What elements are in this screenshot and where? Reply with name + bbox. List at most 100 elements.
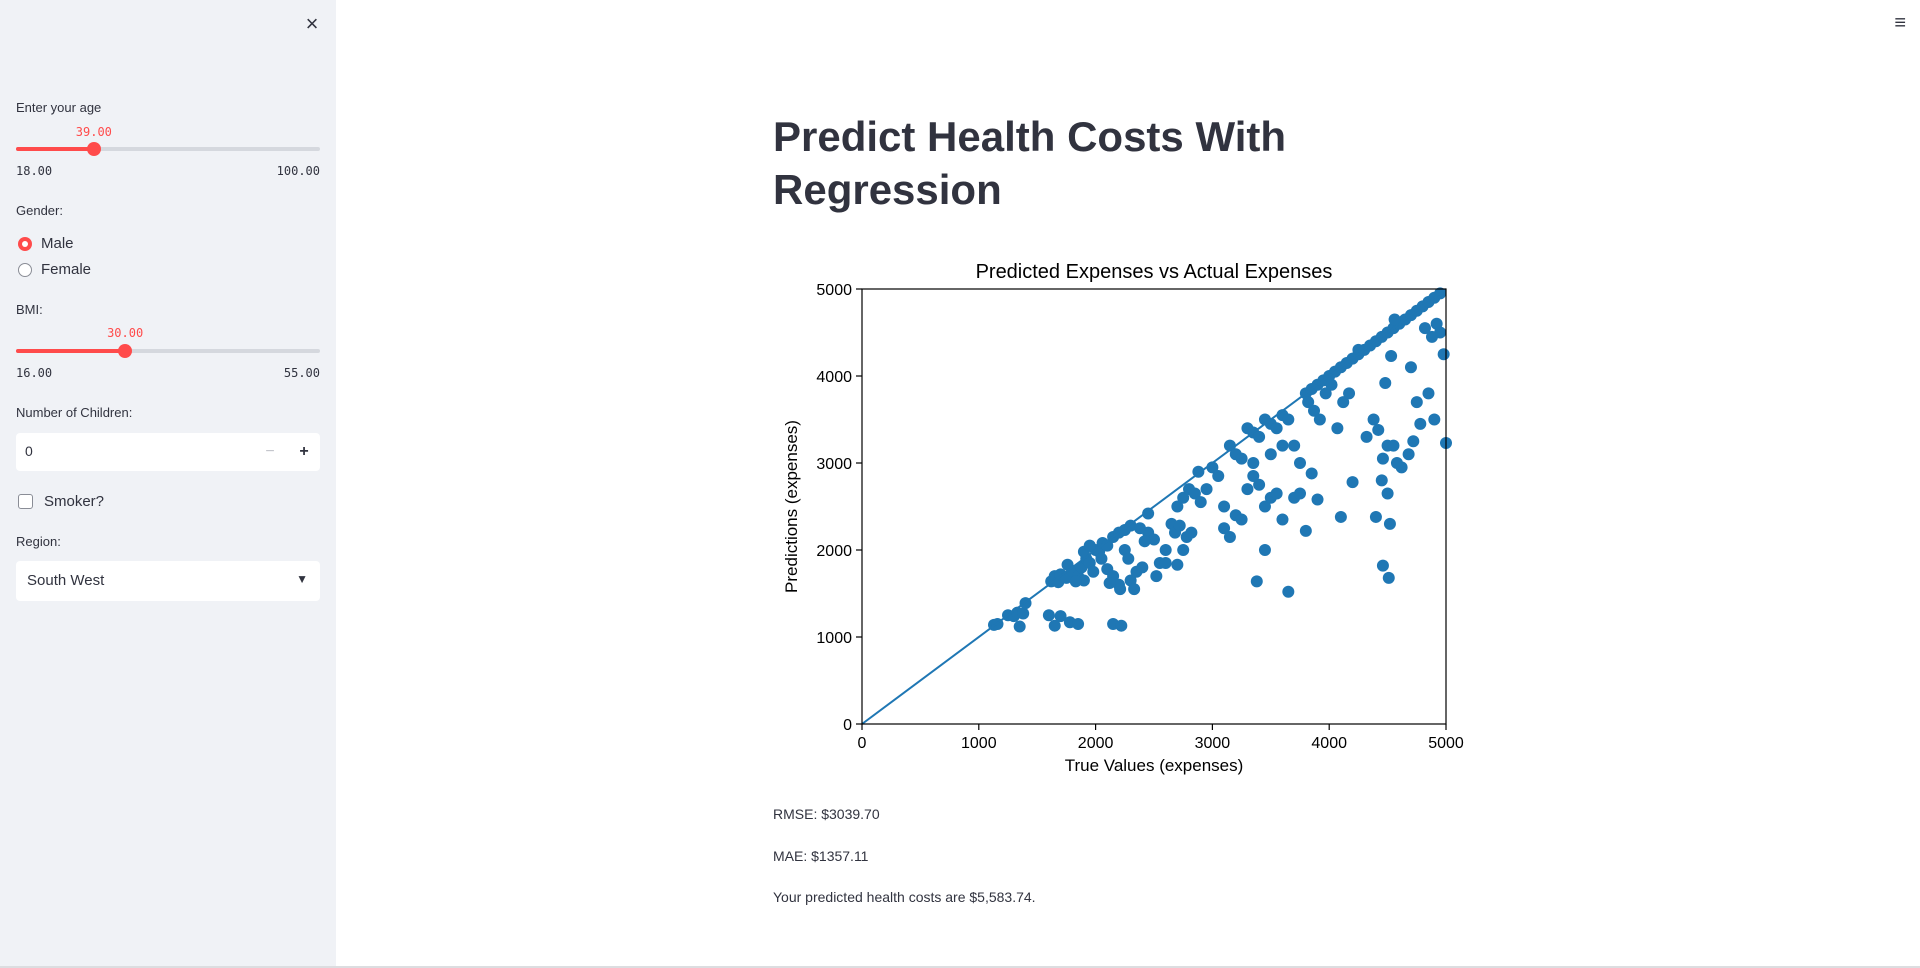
- scatter-point: [1095, 552, 1108, 565]
- scatter-point: [1334, 510, 1347, 523]
- scatter-point: [1276, 439, 1289, 452]
- scatter-point: [1069, 575, 1082, 588]
- scatter-point: [1282, 585, 1295, 598]
- bottom-divider: [0, 966, 1920, 968]
- scatter-point: [1302, 396, 1315, 409]
- x-tick-label: 0: [858, 735, 867, 752]
- scatter-point: [1385, 349, 1398, 362]
- scatter-chart: Predicted Expenses vs Actual Expenses 0 10…: [782, 261, 1464, 775]
- scatter-point: [1133, 522, 1146, 535]
- scatter-point: [1425, 330, 1438, 343]
- scatter-point: [1128, 583, 1141, 596]
- y-tick-label: 0: [843, 717, 852, 734]
- scatter-point: [1159, 557, 1172, 570]
- scatter-point: [1247, 457, 1260, 469]
- scatter-point: [1103, 577, 1116, 590]
- scatter-point: [1212, 470, 1225, 483]
- scatter-point: [1258, 500, 1271, 513]
- scatter-point: [1319, 387, 1332, 400]
- bmi-slider-max: 55.00: [283, 366, 320, 380]
- region-select[interactable]: South West ▼: [16, 561, 320, 601]
- page-title: Predict Health Costs With Regression: [773, 113, 1287, 213]
- children-number-input[interactable]: 0 − +: [16, 433, 320, 471]
- scatter-point: [1194, 496, 1207, 509]
- scatter-point: [1042, 609, 1055, 622]
- scatter-point: [1235, 452, 1248, 465]
- scatter-point: [1383, 517, 1396, 530]
- gender-option-male[interactable]: Male: [18, 235, 74, 252]
- gender-option-label: Male: [41, 235, 74, 252]
- y-tick-label: 2000: [816, 543, 852, 560]
- scatter-point: [1404, 361, 1417, 374]
- radio-checked-icon[interactable]: [18, 236, 32, 251]
- scatter-point: [1379, 376, 1392, 389]
- scatter-point: [1270, 422, 1283, 435]
- region-selected-value: South West: [27, 572, 105, 589]
- y-tick-label: 4000: [816, 369, 852, 386]
- chart-title: Predicted Expenses vs Actual Expenses: [976, 261, 1333, 283]
- scatter-point: [1054, 610, 1067, 623]
- scatter-point: [1311, 493, 1324, 506]
- age-slider-value: 39.00: [75, 125, 112, 139]
- scatter-point: [1282, 413, 1295, 426]
- x-tick-label: 2000: [1078, 735, 1114, 752]
- bmi-slider[interactable]: [16, 344, 320, 358]
- plot-frame: [861, 288, 1447, 725]
- increment-button[interactable]: +: [299, 443, 309, 460]
- scatter-point: [1241, 483, 1254, 496]
- scatter-point: [1223, 530, 1236, 543]
- gender-label: Gender:: [16, 203, 63, 218]
- scatter-point: [1188, 487, 1201, 500]
- checkbox-unchecked-icon[interactable]: [18, 494, 33, 509]
- scatter-point: [1313, 413, 1326, 426]
- scatter-point: [1294, 457, 1306, 469]
- scatter-point: [1250, 575, 1263, 588]
- gender-option-female[interactable]: Female: [18, 261, 91, 278]
- scatter-point: [1264, 448, 1277, 461]
- scatter-point: [1138, 535, 1151, 548]
- scatter-point: [1382, 571, 1395, 584]
- scatter-point: [1171, 558, 1184, 571]
- scatter-point: [1375, 474, 1388, 487]
- scatter-point: [1200, 483, 1213, 496]
- scatter-point: [1083, 539, 1096, 552]
- scatter-point: [1376, 559, 1389, 572]
- scatter-point: [1173, 519, 1186, 532]
- scatter-point: [1122, 552, 1135, 565]
- scatter-point: [1270, 487, 1283, 500]
- age-slider-max: 100.00: [276, 164, 320, 178]
- close-icon[interactable]: ×: [305, 11, 319, 36]
- bmi-slider-fill: [16, 349, 126, 353]
- scatter-point: [1148, 533, 1160, 546]
- bmi-slider-min: 16.00: [16, 366, 53, 380]
- scatter-point: [1331, 422, 1344, 435]
- age-slider-fill: [16, 147, 94, 151]
- scatter-point: [1150, 570, 1163, 583]
- scatter-point: [1258, 544, 1271, 556]
- x-tick-label: 5000: [1428, 735, 1464, 752]
- reference-line: [861, 288, 1447, 725]
- smoker-checkbox[interactable]: Smoker?: [18, 493, 104, 510]
- y-axis-label: Predictions (expenses): [782, 420, 801, 593]
- gender-option-label: Female: [41, 261, 92, 278]
- chevron-down-icon: ▼: [296, 572, 308, 586]
- hamburger-menu-icon[interactable]: ≡: [1894, 12, 1906, 34]
- age-slider-min: 18.00: [16, 164, 53, 178]
- scatter-point: [1430, 317, 1443, 330]
- scatter-point: [1115, 619, 1128, 632]
- scatter-point: [1325, 378, 1338, 391]
- scatter-point: [1372, 423, 1385, 436]
- age-slider[interactable]: [16, 142, 320, 156]
- scatter-point: [1418, 322, 1431, 335]
- smoker-label: Smoker?: [44, 493, 105, 510]
- radio-unchecked-icon[interactable]: [18, 262, 32, 277]
- age-slider-thumb[interactable]: [86, 142, 101, 156]
- scatter-point: [1299, 524, 1312, 537]
- children-label: Number of Children:: [16, 405, 133, 420]
- scatter-point: [1235, 513, 1248, 526]
- bmi-slider-thumb[interactable]: [118, 344, 133, 358]
- scatter-point: [1218, 522, 1231, 535]
- decrement-button[interactable]: −: [265, 443, 275, 460]
- scatter-point: [1346, 476, 1359, 489]
- children-input-value[interactable]: 0: [25, 443, 33, 459]
